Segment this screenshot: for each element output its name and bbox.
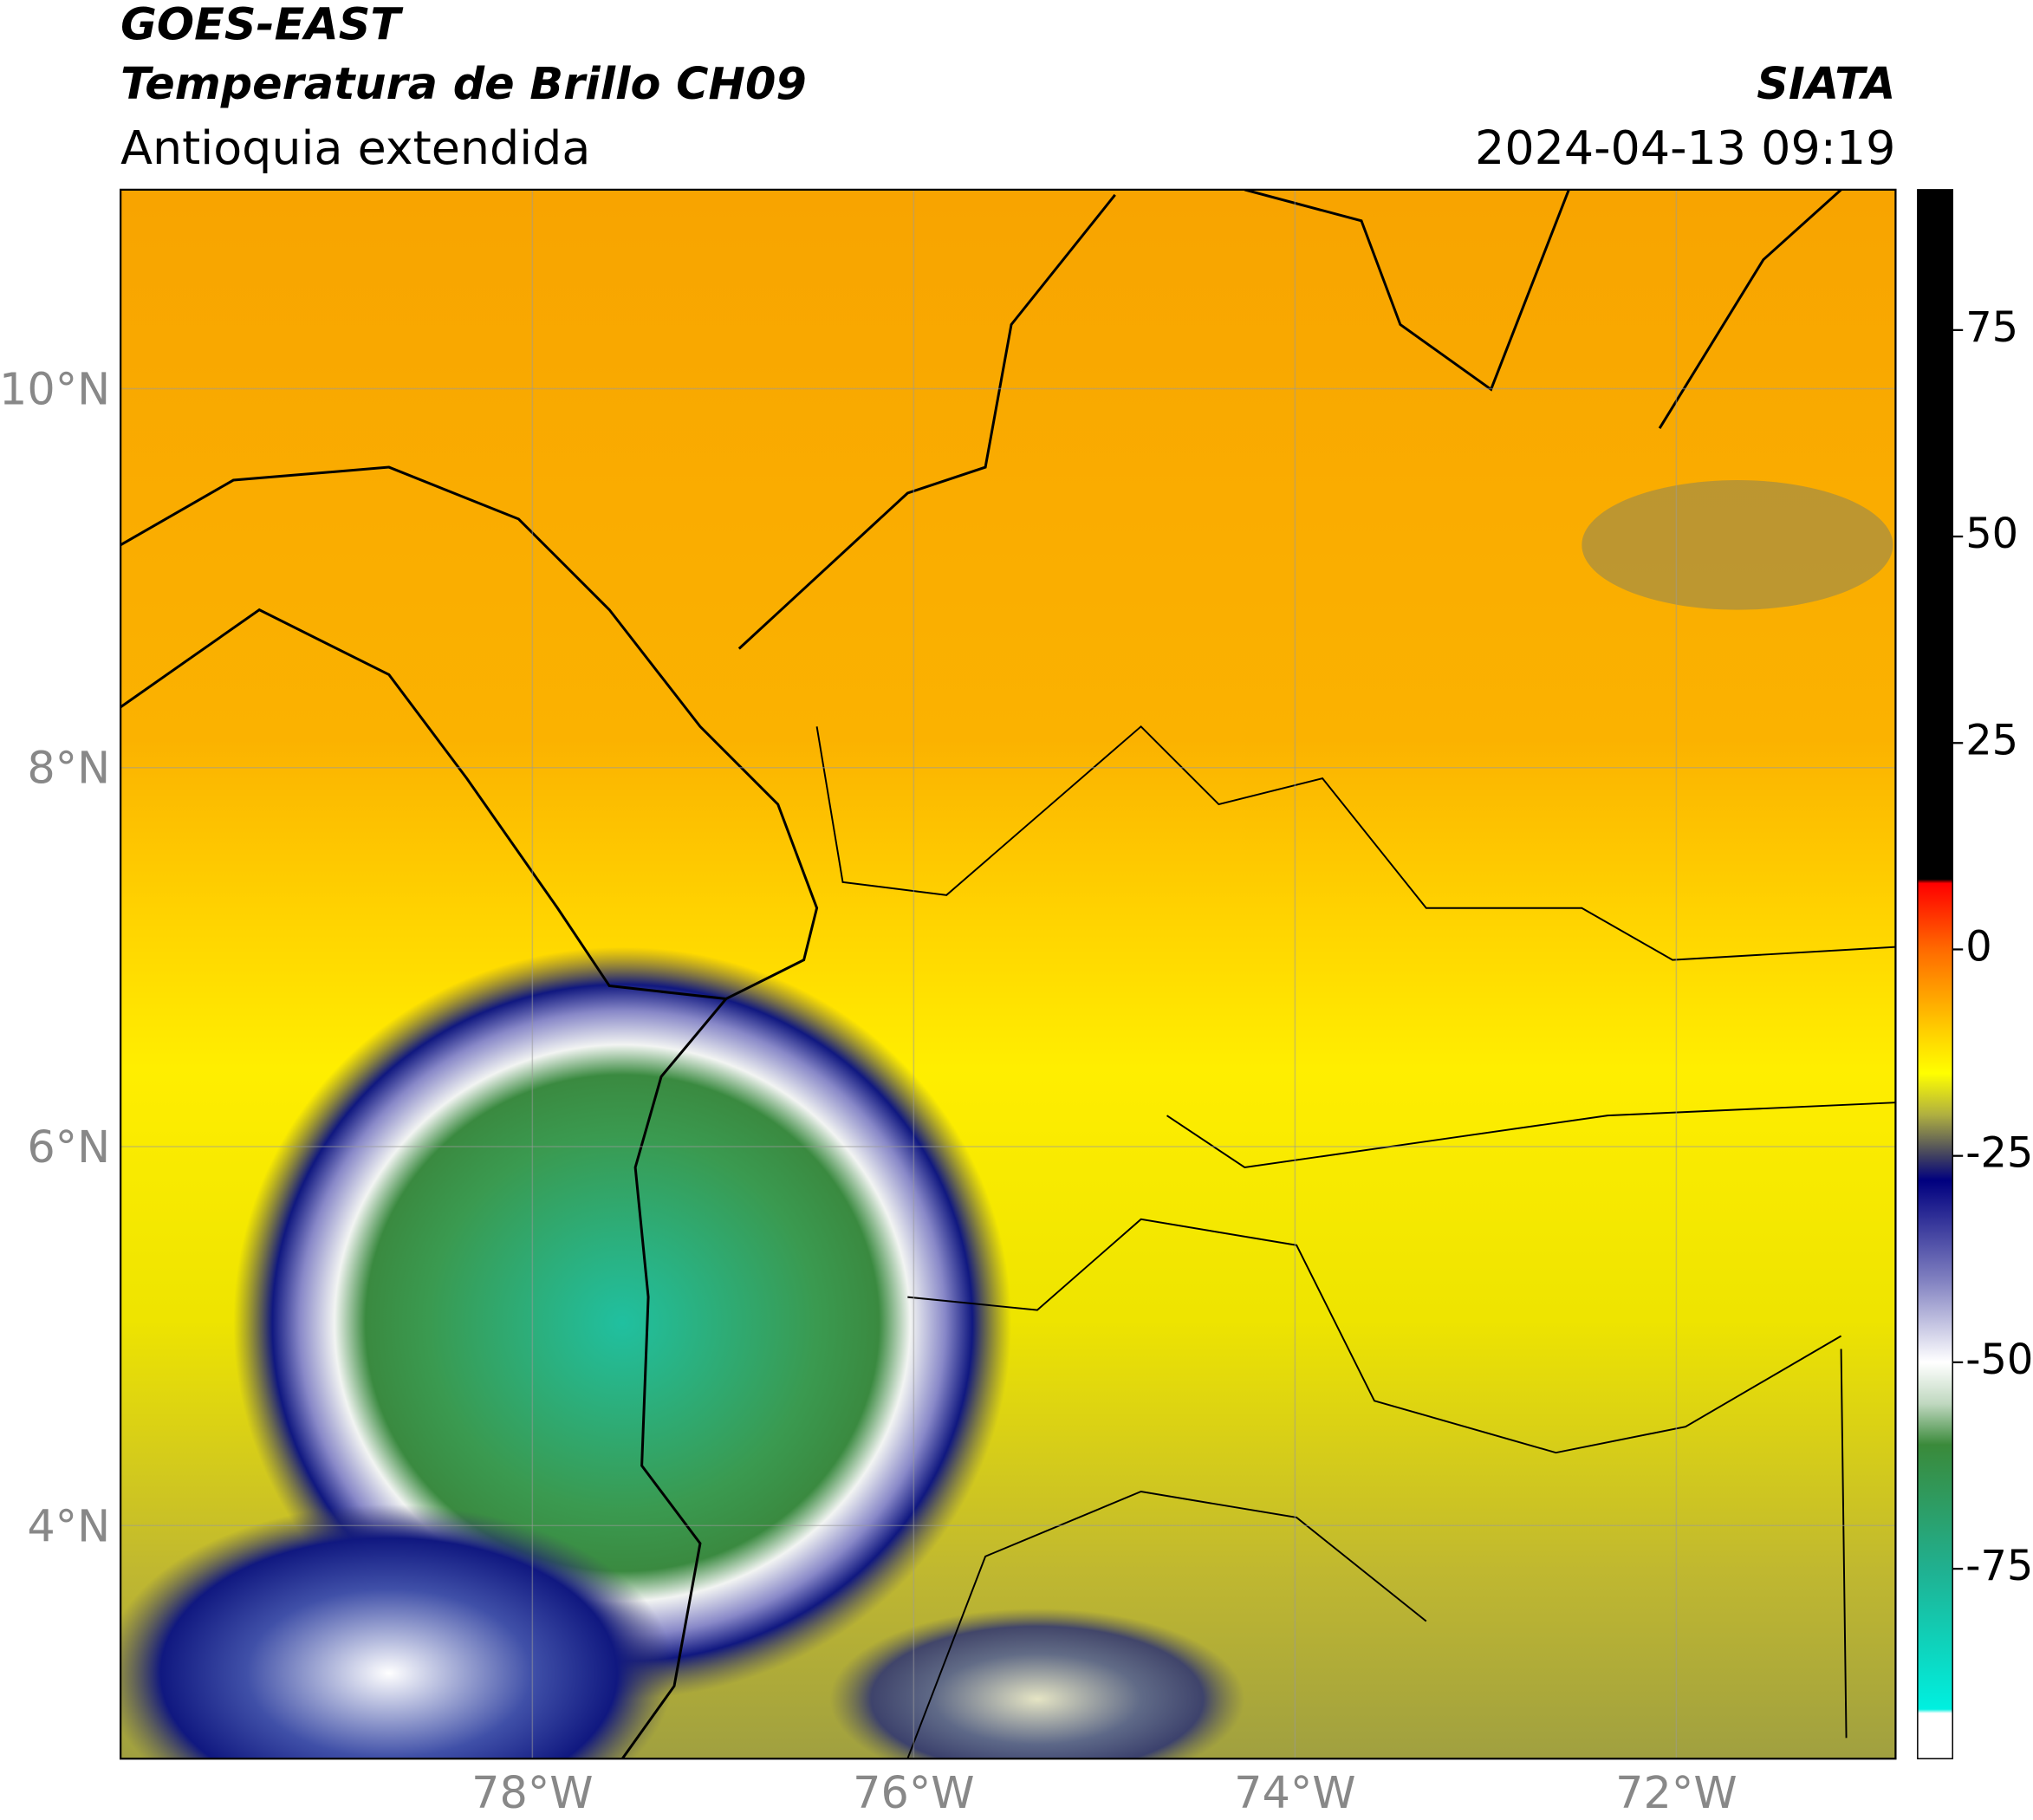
lat-tick-label: 4°N <box>27 1500 110 1551</box>
colorbar-tick-label: 75 <box>1965 304 2018 352</box>
colorbar-tick-label: -50 <box>1965 1336 2033 1384</box>
agency: SIATA <box>1757 58 1895 109</box>
lon-tick-label: 76°W <box>853 1767 974 1818</box>
colorbar-tick-label: 50 <box>1965 510 2018 558</box>
colorbar-tick-label: -25 <box>1965 1130 2033 1178</box>
colorbar <box>1917 189 1953 1759</box>
title: GOES-EAST <box>120 0 404 49</box>
lat-tick-label: 10°N <box>0 363 110 414</box>
datetime: 2024-04-13 09:19 <box>1475 120 1895 175</box>
lon-tick-label: 78°W <box>471 1767 593 1818</box>
lat-tick-label: 8°N <box>27 743 110 794</box>
lon-tick-label: 74°W <box>1234 1767 1355 1818</box>
map-frame <box>120 188 1897 1760</box>
satellite-image <box>120 189 1896 1759</box>
region: Antioquia extendida <box>120 120 590 175</box>
colorbar-tick-label: 0 <box>1965 923 1991 971</box>
subtitle: Temperatura de Brillo CH09 <box>120 58 807 109</box>
colorbar-tick-label: 25 <box>1965 717 2018 764</box>
colorbar-tick-label: -75 <box>1965 1543 2033 1590</box>
lon-tick-label: 72°W <box>1615 1767 1737 1818</box>
lat-tick-label: 6°N <box>27 1121 110 1173</box>
